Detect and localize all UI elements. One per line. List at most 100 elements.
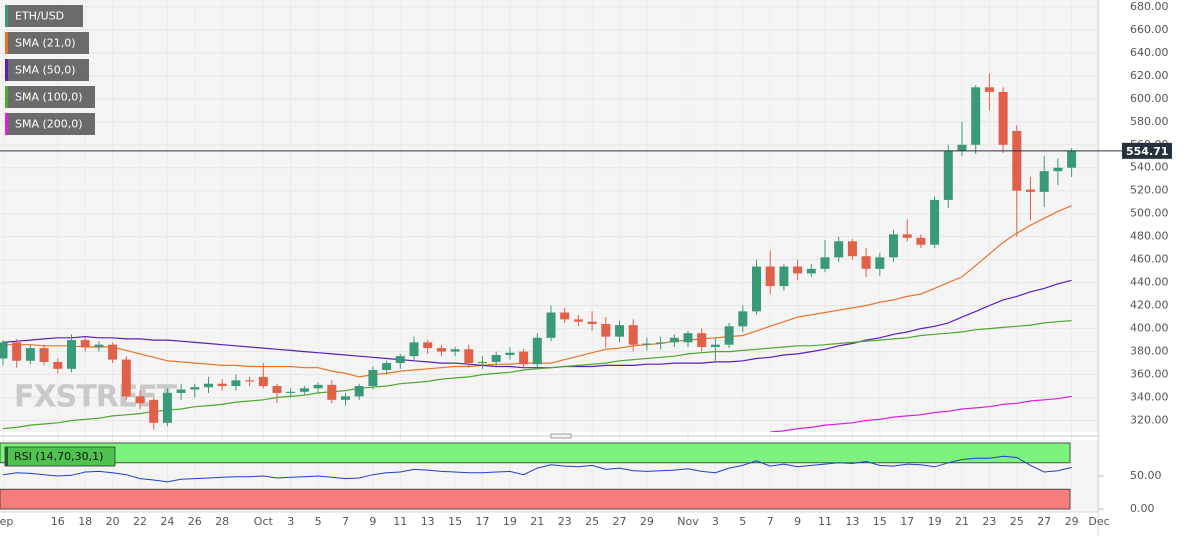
candle-body (368, 369, 378, 387)
y-tick-label: 620.00 (1130, 69, 1169, 82)
overbought-zone (0, 442, 1071, 464)
candle-body (341, 396, 350, 400)
candle-body (902, 234, 912, 238)
candle-body (697, 333, 707, 347)
rsi-line (2, 455, 1072, 483)
candle-body (573, 319, 583, 322)
x-tick-label: 22 (133, 515, 147, 528)
candle-body (149, 399, 159, 423)
main-pane (0, 0, 1098, 432)
candle-body (656, 342, 666, 344)
candle-body (436, 348, 446, 352)
x-tick-label: 29 (640, 515, 654, 528)
candle-body (738, 311, 748, 327)
rsi-legend-label: RSI (14,70,30,1) (14, 450, 103, 463)
legend-swatch (5, 59, 8, 81)
rsi-legend-stripe (5, 447, 8, 466)
x-tick-label: Nov (677, 515, 699, 528)
candle-body (491, 355, 501, 362)
candle-body (971, 87, 981, 145)
legend-box[interactable] (5, 5, 83, 27)
candles (0, 73, 1077, 430)
candle-body (710, 344, 720, 347)
candle-body (847, 241, 857, 257)
candle-body (299, 388, 309, 392)
divider-handle[interactable] (550, 433, 572, 439)
candle-body (546, 312, 556, 338)
candle-body (245, 380, 255, 382)
legend-label: ETH/USD (15, 10, 64, 23)
y-tick-label: 500.00 (1130, 207, 1169, 220)
candle-body (231, 380, 241, 387)
candle-body (834, 241, 844, 258)
candle-body (806, 268, 816, 274)
candle-body (752, 266, 761, 312)
x-tick-label: Dec (1088, 515, 1109, 528)
legend-swatch (5, 5, 8, 27)
candle-body (889, 234, 898, 258)
x-tick-label: 20 (106, 515, 120, 528)
candle-body (217, 383, 227, 387)
x-tick-label: 7 (342, 515, 349, 528)
rsi-indicator (0, 442, 1104, 510)
candle-body (519, 351, 529, 365)
candle-body (25, 348, 35, 361)
candle-body (286, 391, 296, 393)
candle-body (176, 389, 186, 393)
rsi-tick-label: 0.00 (1130, 502, 1155, 515)
x-tick-label: 18 (78, 515, 92, 528)
axes: 320.00 340.00 360.00 380.00 400.00 420.00 440.… (0, 0, 1169, 528)
candle-body (724, 326, 734, 345)
candle-body (464, 349, 474, 364)
price-tag-label: 554.71 (1126, 145, 1168, 158)
x-tick-label: 25 (1010, 515, 1024, 528)
candle-body (121, 359, 131, 397)
x-tick-label: 15 (873, 515, 887, 528)
candle-body (108, 344, 118, 360)
legend-box[interactable] (5, 32, 89, 54)
y-tick-label: 540.00 (1130, 161, 1169, 174)
y-tick-label: 520.00 (1130, 184, 1169, 197)
sma-line (2, 279, 1072, 369)
candle-body (478, 361, 487, 364)
x-tick-label: 19 (503, 515, 517, 528)
candle-body (984, 87, 994, 92)
sma-line (2, 320, 1072, 430)
candle-body (0, 342, 8, 359)
legend-swatch (5, 86, 8, 108)
x-tick-label: Oct (254, 515, 274, 528)
candle-body (875, 257, 885, 269)
legend-box[interactable] (5, 113, 95, 135)
candle-body (94, 344, 104, 347)
x-tick-label: 5 (315, 515, 322, 528)
candle-body (190, 387, 200, 390)
candle-body (135, 396, 145, 404)
x-tick-label: 23 (982, 515, 996, 528)
candle-body (943, 150, 953, 200)
candle-body (382, 363, 392, 370)
legend-label: SMA (100,0) (15, 91, 83, 104)
x-tick-label: 27 (1037, 515, 1051, 528)
price-tag (1122, 142, 1172, 159)
candle-body (67, 340, 76, 369)
candle-body (765, 266, 775, 287)
candle-body (532, 337, 542, 365)
y-tick-label: 420.00 (1130, 299, 1169, 312)
candle-body (395, 356, 405, 364)
candle-body (587, 321, 597, 324)
rsi-tick-label: 50.00 (1130, 469, 1162, 482)
legend-box[interactable] (5, 86, 95, 108)
candle-body (162, 392, 172, 423)
y-tick-label: 600.00 (1130, 92, 1169, 105)
legend-box[interactable] (5, 59, 89, 81)
x-tick-label: 3 (712, 515, 719, 528)
candle-body (1067, 150, 1077, 168)
x-tick-label: 26 (188, 515, 202, 528)
sma-line (770, 395, 1072, 432)
candle-body (998, 91, 1008, 145)
legend-label: SMA (21,0) (15, 37, 76, 50)
x-tick-label: 21 (530, 515, 544, 528)
x-tick-label: 9 (369, 515, 376, 528)
x-tick-label: 17 (476, 515, 490, 528)
